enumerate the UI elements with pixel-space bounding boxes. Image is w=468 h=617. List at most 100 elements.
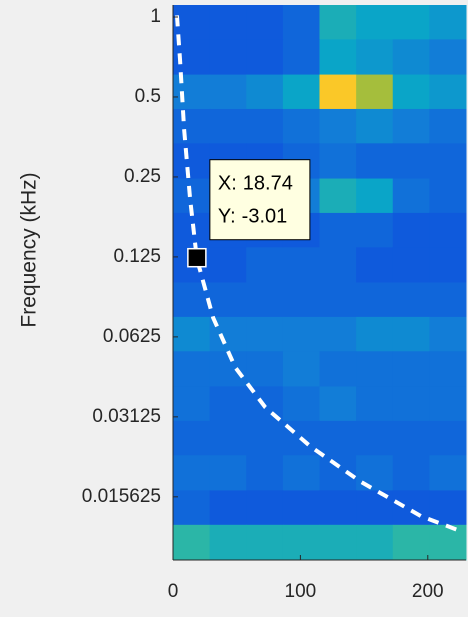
heatmap-cell [356,178,394,214]
heatmap-cell [246,39,284,76]
heatmap-cell [429,39,467,76]
heatmap-cell [392,490,430,526]
heatmap-cell [282,455,320,491]
y-tick-label: 0.0625 [103,326,161,347]
heatmap-cell [392,386,430,422]
y-axis-label: Frequency (kHz) [18,172,41,327]
heatmap-cell [209,420,247,456]
heatmap-cell [282,39,320,76]
heatmap-cell [209,455,247,491]
heatmap-cell [319,108,357,144]
heatmap-cell [282,108,320,144]
heatmap-cell [319,74,357,110]
heatmap-cell [209,39,247,76]
heatmap-cell [392,39,430,76]
heatmap-cell [246,524,284,561]
heatmap-cell [392,282,430,318]
heatmap-cell [392,212,430,248]
heatmap-cell [392,351,430,387]
heatmap-cell [319,490,357,526]
heatmap-cell [319,524,357,561]
heatmap [173,5,467,561]
heatmap-cell [173,524,211,561]
heatmap-cell [429,316,467,352]
heatmap-cell [429,247,467,283]
heatmap-cell [356,108,394,144]
dashed-curve [174,15,462,534]
y-tick-label: 0.125 [113,246,161,267]
heatmap-cell [429,108,467,144]
heatmap-cell [392,316,430,352]
heatmap-cell [356,212,394,248]
heatmap-cell [429,178,467,214]
heatmap-cell [246,74,284,110]
heatmap-cell [356,143,394,180]
heatmap-cell [356,420,394,456]
heatmap-cell [356,455,394,491]
datatip-y-value: -3.01 [242,206,288,228]
heatmap-cell [356,524,394,561]
y-tick-label: 0.5 [135,86,161,107]
heatmap-cell [392,5,430,40]
heatmap-cell [429,386,467,422]
heatmap-cell [209,5,247,40]
heatmap-cell [209,386,247,422]
heatmap-cell [356,282,394,318]
heatmap-cell [319,351,357,387]
heatmap-cell [356,386,394,422]
heatmap-cell [392,420,430,456]
datatip-x-label: X: [218,173,237,195]
heatmap-cell [246,108,284,144]
heatmap-cell [429,212,467,248]
heatmap-cell [209,282,247,318]
heatmap-cell [392,455,430,491]
heatmap-cell [319,178,357,214]
heatmap-cell [282,351,320,387]
heatmap-cell [319,282,357,318]
heatmap-cell [246,351,284,387]
heatmap-cell [246,490,284,526]
heatmap-cell [173,351,211,387]
heatmap-cell [209,247,247,283]
heatmap-cell [319,386,357,422]
heatmap-cell [429,351,467,387]
datatip-box [209,159,311,241]
heatmap-cell [173,490,211,526]
y-tick-label: 0.015625 [82,486,161,507]
x-tick-label: 0 [168,581,179,602]
datatip-x-value: 18.74 [243,173,293,195]
heatmap-cell [282,247,320,283]
heatmap-cell [173,143,211,180]
heatmap-cell [356,247,394,283]
heatmap-cell [429,420,467,456]
heatmap-cell [173,74,211,110]
heatmap-cell [209,74,247,110]
heatmap-cell [282,386,320,422]
heatmap-cell [173,316,211,352]
heatmap-cell [209,524,247,561]
heatmap-cell [246,247,284,283]
heatmap-cell [429,143,467,180]
heatmap-cell [429,455,467,491]
x-tick-label: 100 [285,581,317,602]
heatmap-cell [282,316,320,352]
heatmap-cell [429,74,467,110]
heatmap-cell [392,247,430,283]
heatmap-cell [392,178,430,214]
heatmap-cell [209,490,247,526]
heatmap-cell [282,282,320,318]
x-tick-label: 200 [412,581,444,602]
heatmap-cell [356,316,394,352]
datatip-x: X: 18.74 [218,173,293,195]
datatip-y-label: Y: [218,206,236,228]
heatmap-cell [429,5,467,40]
heatmap-cell [282,5,320,40]
heatmap-cell [392,524,430,561]
heatmap-cell [319,212,357,248]
heatmap-cell [319,143,357,180]
heatmap-cell [319,316,357,352]
heatmap-cell [246,5,284,40]
heatmap-cell [246,282,284,318]
heatmap-cell [282,524,320,561]
